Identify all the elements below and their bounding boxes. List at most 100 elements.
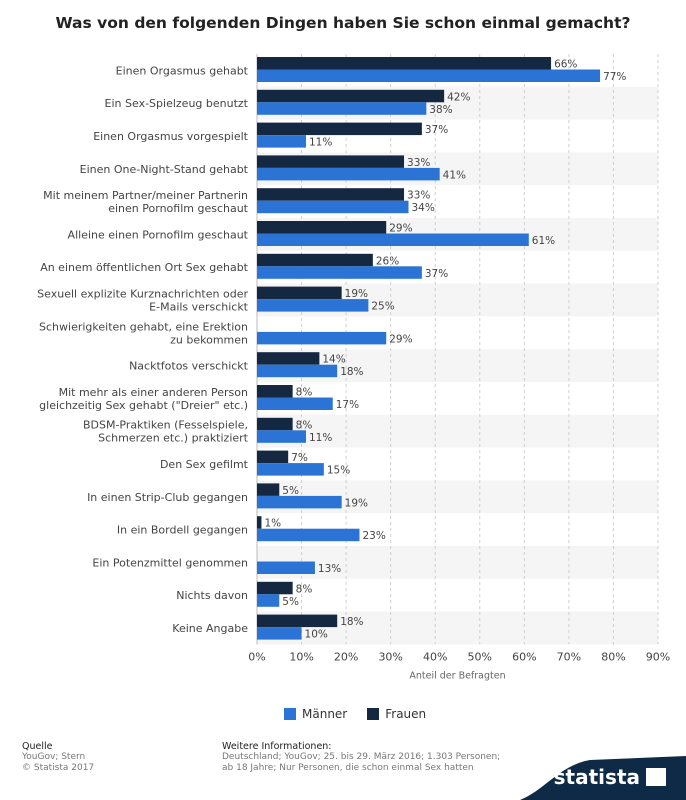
category-label: Den Sex gefilmt bbox=[160, 458, 249, 471]
bar-maenner bbox=[257, 561, 315, 574]
bar-maenner bbox=[257, 102, 427, 115]
bar-frauen bbox=[257, 581, 293, 595]
statista-logo[interactable]: statista bbox=[554, 765, 666, 789]
data-label: 5% bbox=[282, 596, 299, 608]
category-label: Mit meinem Partner/meiner Partnerin bbox=[43, 189, 248, 202]
data-label: 41% bbox=[443, 169, 466, 181]
category-label: Ein Potenzmittel genommen bbox=[92, 556, 248, 569]
data-label: 13% bbox=[318, 563, 341, 575]
category-label: Nichts davon bbox=[176, 589, 248, 602]
data-label: 33% bbox=[407, 157, 430, 169]
copyright-text: © Statista 2017 bbox=[22, 763, 95, 773]
x-tick-label: 80% bbox=[601, 650, 625, 663]
x-tick-label: 20% bbox=[334, 650, 358, 663]
bar-maenner bbox=[257, 463, 324, 476]
legend: Männer Frauen bbox=[284, 707, 426, 721]
category-label: BDSM-Praktiken (Fesselspiele, bbox=[83, 419, 248, 432]
data-label: 42% bbox=[447, 91, 470, 103]
source-text: YouGov; Stern bbox=[22, 752, 86, 762]
bar-frauen bbox=[257, 614, 338, 628]
data-label: 66% bbox=[554, 59, 577, 71]
info-heading: Weitere Informationen: bbox=[222, 741, 332, 752]
x-tick-label: 30% bbox=[378, 650, 402, 663]
bar-frauen bbox=[257, 122, 422, 136]
category-label: Nacktfotos verschickt bbox=[129, 360, 249, 373]
row-band bbox=[257, 546, 658, 579]
category-label: Mit mehr als einer anderen Person bbox=[59, 386, 248, 399]
data-label: 15% bbox=[327, 465, 350, 477]
data-label: 8% bbox=[296, 419, 313, 431]
data-label: 25% bbox=[371, 301, 394, 313]
bar-frauen bbox=[257, 516, 262, 529]
legend-item-frauen[interactable]: Frauen bbox=[367, 707, 426, 721]
x-tick-label: 50% bbox=[468, 650, 492, 663]
bar-frauen bbox=[257, 450, 289, 464]
bar-maenner bbox=[257, 495, 342, 509]
category-label: An einem öffentlichen Ort Sex gehabt bbox=[40, 261, 248, 274]
legend-item-maenner[interactable]: Männer bbox=[284, 707, 347, 721]
source-heading: Quelle bbox=[22, 741, 53, 752]
data-label: 8% bbox=[296, 387, 313, 399]
statista-logo-text: statista bbox=[553, 765, 640, 789]
x-tick-label: 60% bbox=[512, 650, 536, 663]
legend-swatch-maenner bbox=[284, 708, 296, 720]
bar-frauen bbox=[257, 352, 320, 365]
data-label: 61% bbox=[532, 235, 555, 247]
category-label: zu bekommen bbox=[170, 333, 248, 346]
data-label: 29% bbox=[389, 223, 412, 235]
data-label: 18% bbox=[340, 366, 363, 378]
data-label: 18% bbox=[340, 616, 363, 628]
bar-maenner bbox=[257, 299, 369, 312]
data-label: 29% bbox=[389, 333, 412, 345]
bar-maenner bbox=[257, 135, 307, 148]
bar-chart: Einen Orgasmus gehabt 66% 77% Ein Sex-Spiel… bbox=[37, 54, 670, 681]
bar-frauen bbox=[257, 221, 387, 234]
category-label: Schmerzen etc.) praktiziert bbox=[98, 432, 249, 445]
bar-maenner bbox=[257, 430, 307, 443]
chart-title: Was von den folgenden Dingen haben Sie s… bbox=[55, 14, 631, 32]
category-label: In ein Bordell gegangen bbox=[117, 524, 248, 537]
category-label: Sexuell explizite Kurznachrichten oder bbox=[37, 288, 248, 301]
x-tick-label: 70% bbox=[557, 650, 581, 663]
bar-maenner bbox=[257, 364, 338, 378]
x-tick-label: 90% bbox=[646, 650, 670, 663]
x-tick-label: 10% bbox=[289, 650, 313, 663]
bar-frauen bbox=[257, 57, 552, 70]
bar-maenner bbox=[257, 397, 333, 410]
category-label: Keine Angabe bbox=[172, 622, 248, 635]
bar-frauen bbox=[257, 188, 405, 201]
bar-frauen bbox=[257, 417, 293, 431]
data-label: 34% bbox=[411, 202, 434, 214]
data-label: 5% bbox=[282, 485, 299, 497]
bar-maenner bbox=[257, 528, 360, 542]
bar-frauen bbox=[257, 286, 342, 300]
data-label: 10% bbox=[305, 629, 328, 641]
statista-logo-icon bbox=[646, 768, 666, 786]
legend-label-maenner: Männer bbox=[302, 707, 348, 721]
category-label: In einen Strip-Club gegangen bbox=[87, 491, 248, 504]
bar-maenner bbox=[257, 167, 440, 181]
data-label: 23% bbox=[362, 530, 385, 542]
data-label: 26% bbox=[376, 255, 399, 267]
bar-maenner bbox=[257, 594, 280, 607]
bar-frauen bbox=[257, 385, 293, 398]
data-label: 11% bbox=[309, 137, 332, 149]
data-label: 14% bbox=[322, 354, 345, 366]
row-band bbox=[257, 414, 658, 448]
category-label: E-Mails verschickt bbox=[149, 301, 249, 314]
data-label: 8% bbox=[296, 583, 313, 595]
source-block: Quelle YouGov; Stern © Statista 2017 bbox=[22, 741, 94, 774]
data-label: 33% bbox=[407, 190, 430, 202]
data-label: 7% bbox=[291, 452, 308, 464]
data-label: 38% bbox=[429, 104, 452, 116]
category-label: Alleine einen Pornofilm geschaut bbox=[68, 228, 249, 241]
x-tick-label: 40% bbox=[423, 650, 447, 663]
category-label: einen Pornofilm geschaut bbox=[108, 202, 248, 215]
x-axis-label: Anteil der Befragten bbox=[409, 670, 505, 681]
bar-maenner bbox=[257, 331, 387, 345]
bar-frauen bbox=[257, 89, 445, 103]
data-label: 19% bbox=[345, 288, 368, 300]
data-label: 37% bbox=[425, 124, 448, 136]
category-label: Ein Sex-Spielzeug benutzt bbox=[105, 97, 249, 110]
bar-maenner bbox=[257, 266, 422, 279]
